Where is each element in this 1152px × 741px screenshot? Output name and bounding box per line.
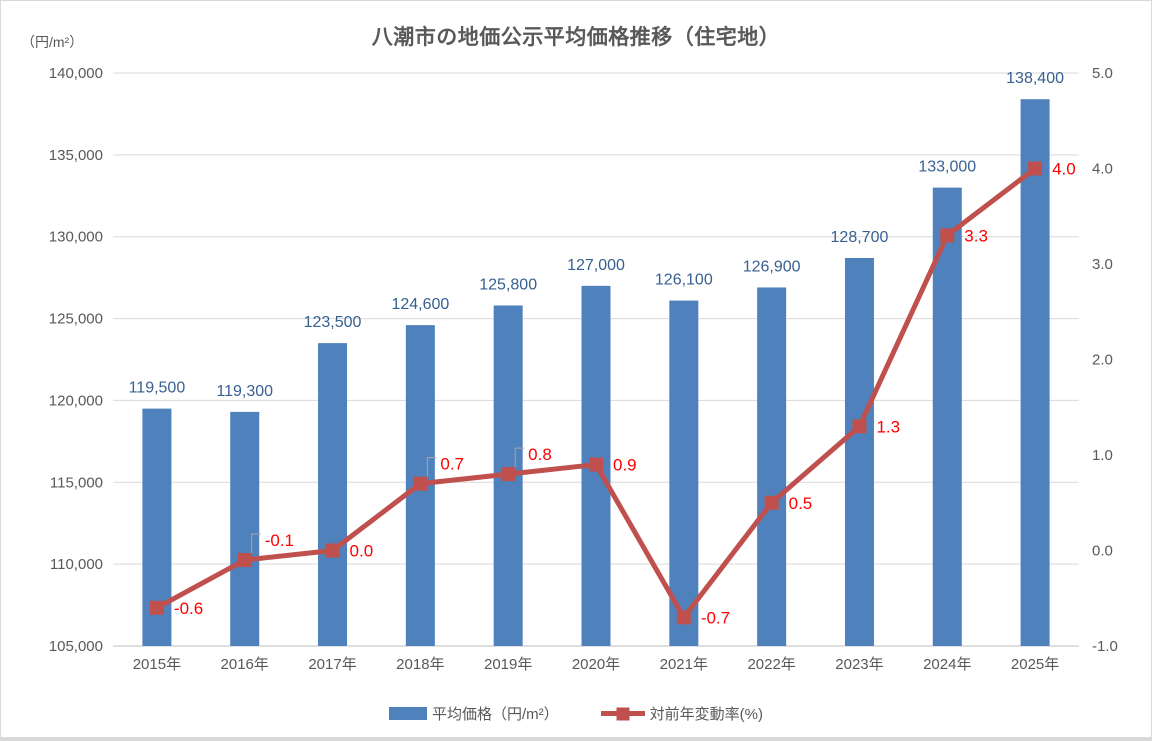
line-marker-icon bbox=[616, 707, 630, 720]
line-marker bbox=[149, 600, 164, 615]
rate-value-label: 0.9 bbox=[613, 456, 637, 475]
x-axis-tick-label: 2018年 bbox=[396, 656, 444, 673]
x-axis-tick-label: 2024年 bbox=[923, 656, 971, 673]
legend-item-yoy-rate: 対前年変動率(%) bbox=[600, 703, 763, 724]
line-marker bbox=[1028, 161, 1043, 176]
rate-value-label: -0.6 bbox=[174, 599, 203, 618]
right-axis-tick-label: 2.0 bbox=[1092, 352, 1113, 369]
bar bbox=[318, 343, 348, 646]
left-axis-tick-label: 140,000 bbox=[49, 65, 103, 82]
bar-value-label: 138,400 bbox=[1006, 70, 1064, 87]
left-axis-unit-label: （円/m²） bbox=[21, 34, 84, 50]
bar-value-label: 125,800 bbox=[479, 276, 537, 293]
x-axis-tick-label: 2022年 bbox=[747, 656, 795, 673]
label-leader-line bbox=[514, 447, 525, 468]
x-axis-tick-label: 2023年 bbox=[835, 656, 883, 673]
right-axis-tick-label: -1.0 bbox=[1092, 638, 1118, 655]
line-marker bbox=[676, 610, 691, 625]
left-axis-tick-label: 125,000 bbox=[49, 311, 103, 328]
chart-title: 八潮市の地価公示平均価格推移（住宅地） bbox=[371, 26, 781, 49]
left-axis-tick-label: 135,000 bbox=[49, 147, 103, 164]
bar-series-swatch-icon bbox=[388, 707, 427, 720]
line-marker bbox=[940, 228, 955, 243]
x-axis-tick-label: 2016年 bbox=[221, 656, 269, 673]
legend: 平均価格（円/m²） 対前年変動率(%) bbox=[1, 703, 1151, 724]
line-marker bbox=[237, 553, 252, 568]
label-leader-line bbox=[426, 457, 437, 477]
bar-value-label: 119,300 bbox=[216, 383, 273, 400]
left-axis-tick-label: 130,000 bbox=[49, 229, 103, 246]
bar bbox=[932, 187, 962, 646]
left-axis-tick-label: 120,000 bbox=[49, 392, 103, 409]
bar bbox=[1020, 99, 1050, 647]
left-axis-tick-label: 110,000 bbox=[50, 556, 103, 573]
line-marker bbox=[852, 419, 867, 434]
bar-value-label: 119,500 bbox=[129, 380, 186, 397]
line-series-swatch-icon bbox=[600, 707, 645, 720]
bar-value-label: 128,700 bbox=[831, 229, 889, 246]
rate-value-label: 4.0 bbox=[1052, 160, 1076, 179]
right-axis-tick-label: 1.0 bbox=[1092, 447, 1113, 464]
rate-value-label: 0.8 bbox=[528, 445, 552, 464]
bar bbox=[844, 257, 874, 646]
bar-value-label: 126,900 bbox=[743, 258, 801, 275]
rate-value-label: -0.7 bbox=[701, 608, 730, 627]
rate-value-label: 1.3 bbox=[876, 417, 900, 436]
legend-label-average-price: 平均価格（円/m²） bbox=[431, 706, 559, 723]
rate-value-label: 0.0 bbox=[350, 542, 374, 561]
x-axis-tick-label: 2020年 bbox=[572, 656, 620, 673]
legend-item-average-price: 平均価格（円/m²） bbox=[388, 703, 559, 724]
x-axis-tick-label: 2017年 bbox=[308, 656, 356, 673]
right-axis-tick-label: 4.0 bbox=[1092, 161, 1113, 178]
x-axis-tick-label: 2019年 bbox=[484, 656, 532, 673]
rate-value-label: 0.7 bbox=[440, 455, 464, 474]
bar bbox=[669, 300, 699, 646]
x-axis-tick-label: 2021年 bbox=[660, 656, 708, 673]
x-axis-tick-label: 2025年 bbox=[1011, 656, 1059, 673]
rate-value-label: 0.5 bbox=[789, 494, 813, 513]
right-axis-tick-label: 5.0 bbox=[1092, 65, 1113, 82]
bar-value-label: 126,100 bbox=[655, 272, 713, 289]
left-axis-tick-label: 115,000 bbox=[50, 474, 103, 491]
x-axis-tick-label: 2015年 bbox=[133, 656, 181, 673]
bar-value-label: 127,000 bbox=[567, 257, 625, 274]
line-marker bbox=[764, 495, 779, 510]
legend-label-yoy-rate: 対前年変動率(%) bbox=[649, 706, 763, 723]
bar bbox=[757, 287, 787, 646]
line-marker bbox=[589, 457, 603, 472]
right-axis-tick-label: 0.0 bbox=[1092, 543, 1113, 560]
line-marker bbox=[501, 467, 516, 482]
left-axis-tick-label: 105,000 bbox=[49, 638, 103, 655]
bar-value-label: 123,500 bbox=[304, 314, 362, 331]
line-marker bbox=[413, 476, 428, 491]
bar-value-label: 124,600 bbox=[391, 296, 449, 313]
rate-value-label: 3.3 bbox=[964, 226, 988, 245]
label-leader-line bbox=[251, 533, 261, 554]
line-marker bbox=[325, 543, 340, 558]
bar-value-label: 133,000 bbox=[918, 159, 976, 176]
bar bbox=[230, 411, 260, 646]
rate-value-label: -0.1 bbox=[265, 531, 294, 550]
right-axis-tick-label: 3.0 bbox=[1092, 256, 1113, 273]
